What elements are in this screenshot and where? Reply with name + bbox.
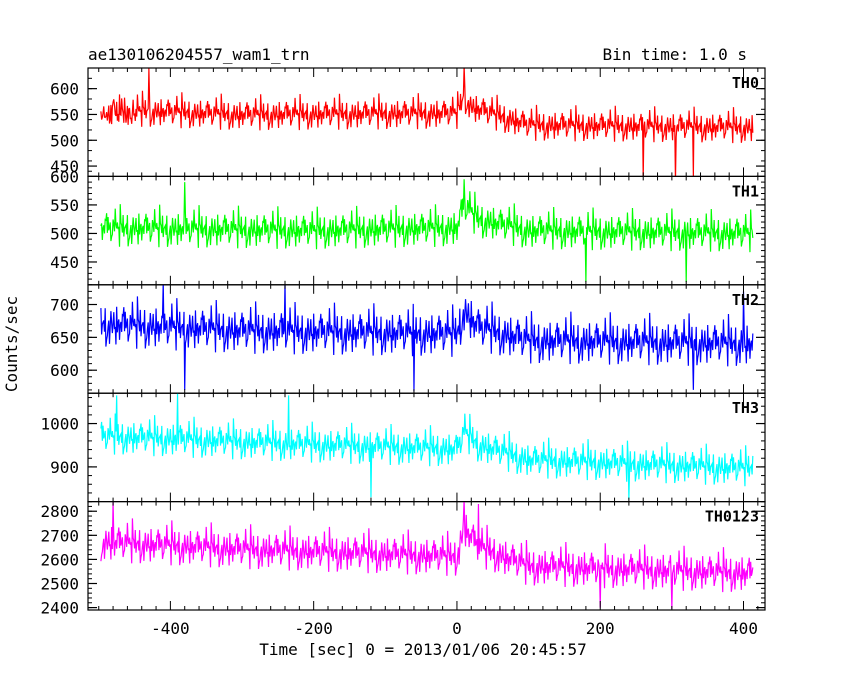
y-tick-label: 600: [50, 361, 79, 380]
series-line-th3: [100, 393, 754, 500]
series-line-th0: [100, 68, 754, 177]
y-tick-label: 1000: [40, 415, 79, 434]
y-tick-label: 450: [50, 157, 79, 176]
y-tick-label: 2700: [40, 526, 79, 545]
x-axis-label: Time [sec] 0 = 2013/01/06 20:45:57: [259, 640, 587, 659]
panel-th2: 600 650 700 TH2: [50, 284, 766, 394]
x-tick-label: -400: [151, 619, 190, 638]
y-tick-label: 500: [50, 131, 79, 150]
y-tick-label: 700: [50, 296, 79, 315]
series-line-th0123: [100, 501, 754, 609]
panel-frame: [87, 501, 766, 611]
y-tick-label: 650: [50, 328, 79, 347]
x-tick-label: 0: [452, 619, 462, 638]
panels: 450 500 550 600 TH0 450 500 550 600 TH1 600 650 700 T…: [40, 67, 766, 618]
panel-label-th1: TH1: [732, 182, 759, 200]
x-tick-labels: -400 -200 0 200 400: [151, 619, 758, 638]
y-tick-label: 2400: [40, 599, 79, 618]
panel-th1: 450 500 550 600 TH1: [50, 167, 766, 286]
y-tick-label: 500: [50, 224, 79, 243]
y-tick-label: 2800: [40, 502, 79, 521]
y-tick-label: 550: [50, 196, 79, 215]
x-tick-label: 400: [729, 619, 758, 638]
panel-th3: 900 1000 TH3: [40, 392, 766, 503]
y-tick-label: 550: [50, 105, 79, 124]
panel-label-th0123: TH0123: [705, 508, 759, 526]
x-tick-label: -200: [294, 619, 333, 638]
series-line-th2: [100, 284, 754, 392]
chart-title: ae130106204557_wam1_trn: [88, 45, 310, 64]
panel-th0: 450 500 550 600 TH0: [50, 67, 766, 178]
y-tick-label: 900: [50, 458, 79, 477]
y-tick-label: 600: [50, 167, 79, 186]
panel-label-th3: TH3: [732, 399, 759, 417]
chart-subtitle: Bin time: 1.0 s: [603, 45, 748, 64]
panel-th0123: 2400 2500 2600 2700 2800 TH0123: [40, 501, 766, 618]
y-tick-label: 2600: [40, 550, 79, 569]
y-tick-label: 450: [50, 253, 79, 272]
x-tick-label: 200: [586, 619, 615, 638]
y-tick-label: 2500: [40, 575, 79, 594]
panel-label-th0: TH0: [732, 74, 759, 92]
y-axis-label: Counts/sec: [2, 296, 21, 392]
y-tick-label: 600: [50, 80, 79, 99]
series-line-th1: [100, 179, 754, 282]
panel-label-th2: TH2: [732, 291, 759, 309]
